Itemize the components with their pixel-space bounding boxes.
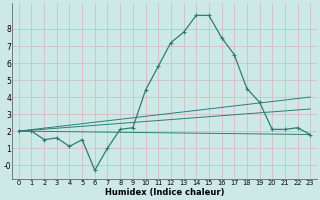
- X-axis label: Humidex (Indice chaleur): Humidex (Indice chaleur): [105, 188, 224, 197]
